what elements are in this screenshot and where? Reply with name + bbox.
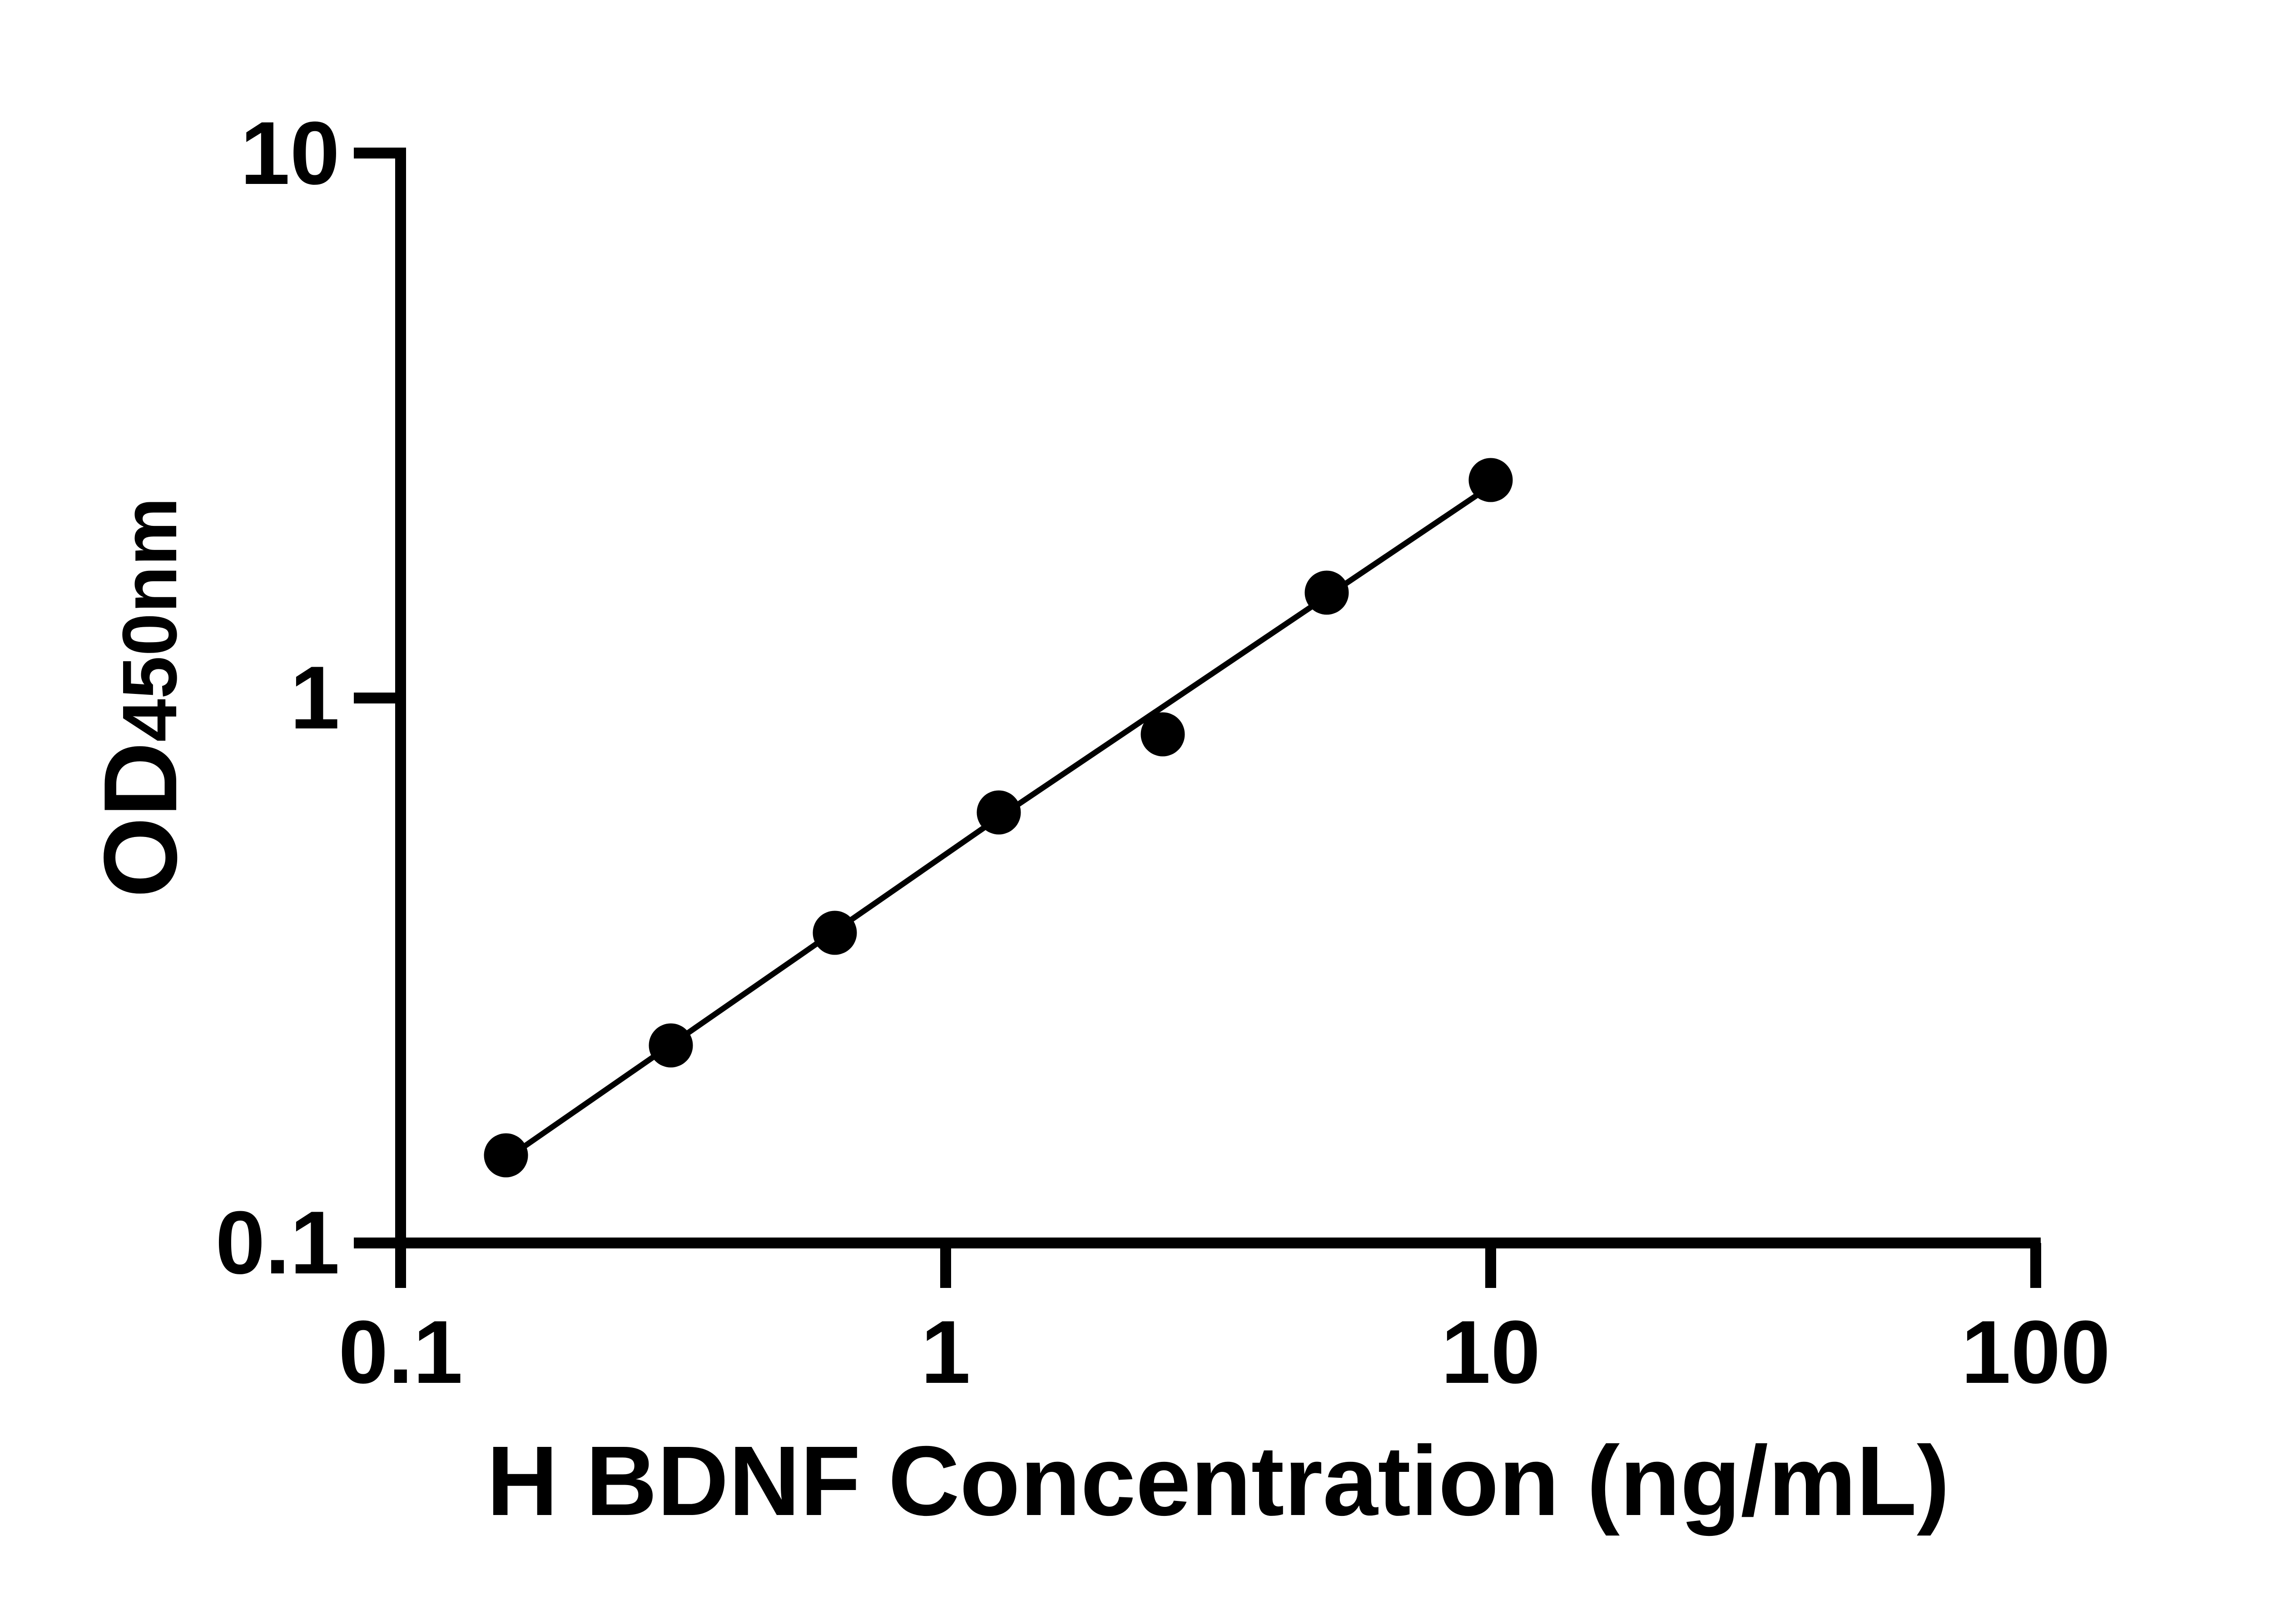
svg-text:0.1: 0.1 bbox=[215, 1193, 340, 1292]
svg-text:1: 1 bbox=[290, 648, 340, 748]
svg-text:0.1: 0.1 bbox=[338, 1302, 463, 1402]
svg-text:10: 10 bbox=[1441, 1302, 1540, 1402]
svg-text:10: 10 bbox=[240, 103, 340, 203]
svg-text:H BDNF Concentration (ng/mL): H BDNF Concentration (ng/mL) bbox=[486, 1426, 1949, 1536]
svg-text:1: 1 bbox=[921, 1302, 971, 1402]
svg-text:100: 100 bbox=[1961, 1302, 2111, 1402]
